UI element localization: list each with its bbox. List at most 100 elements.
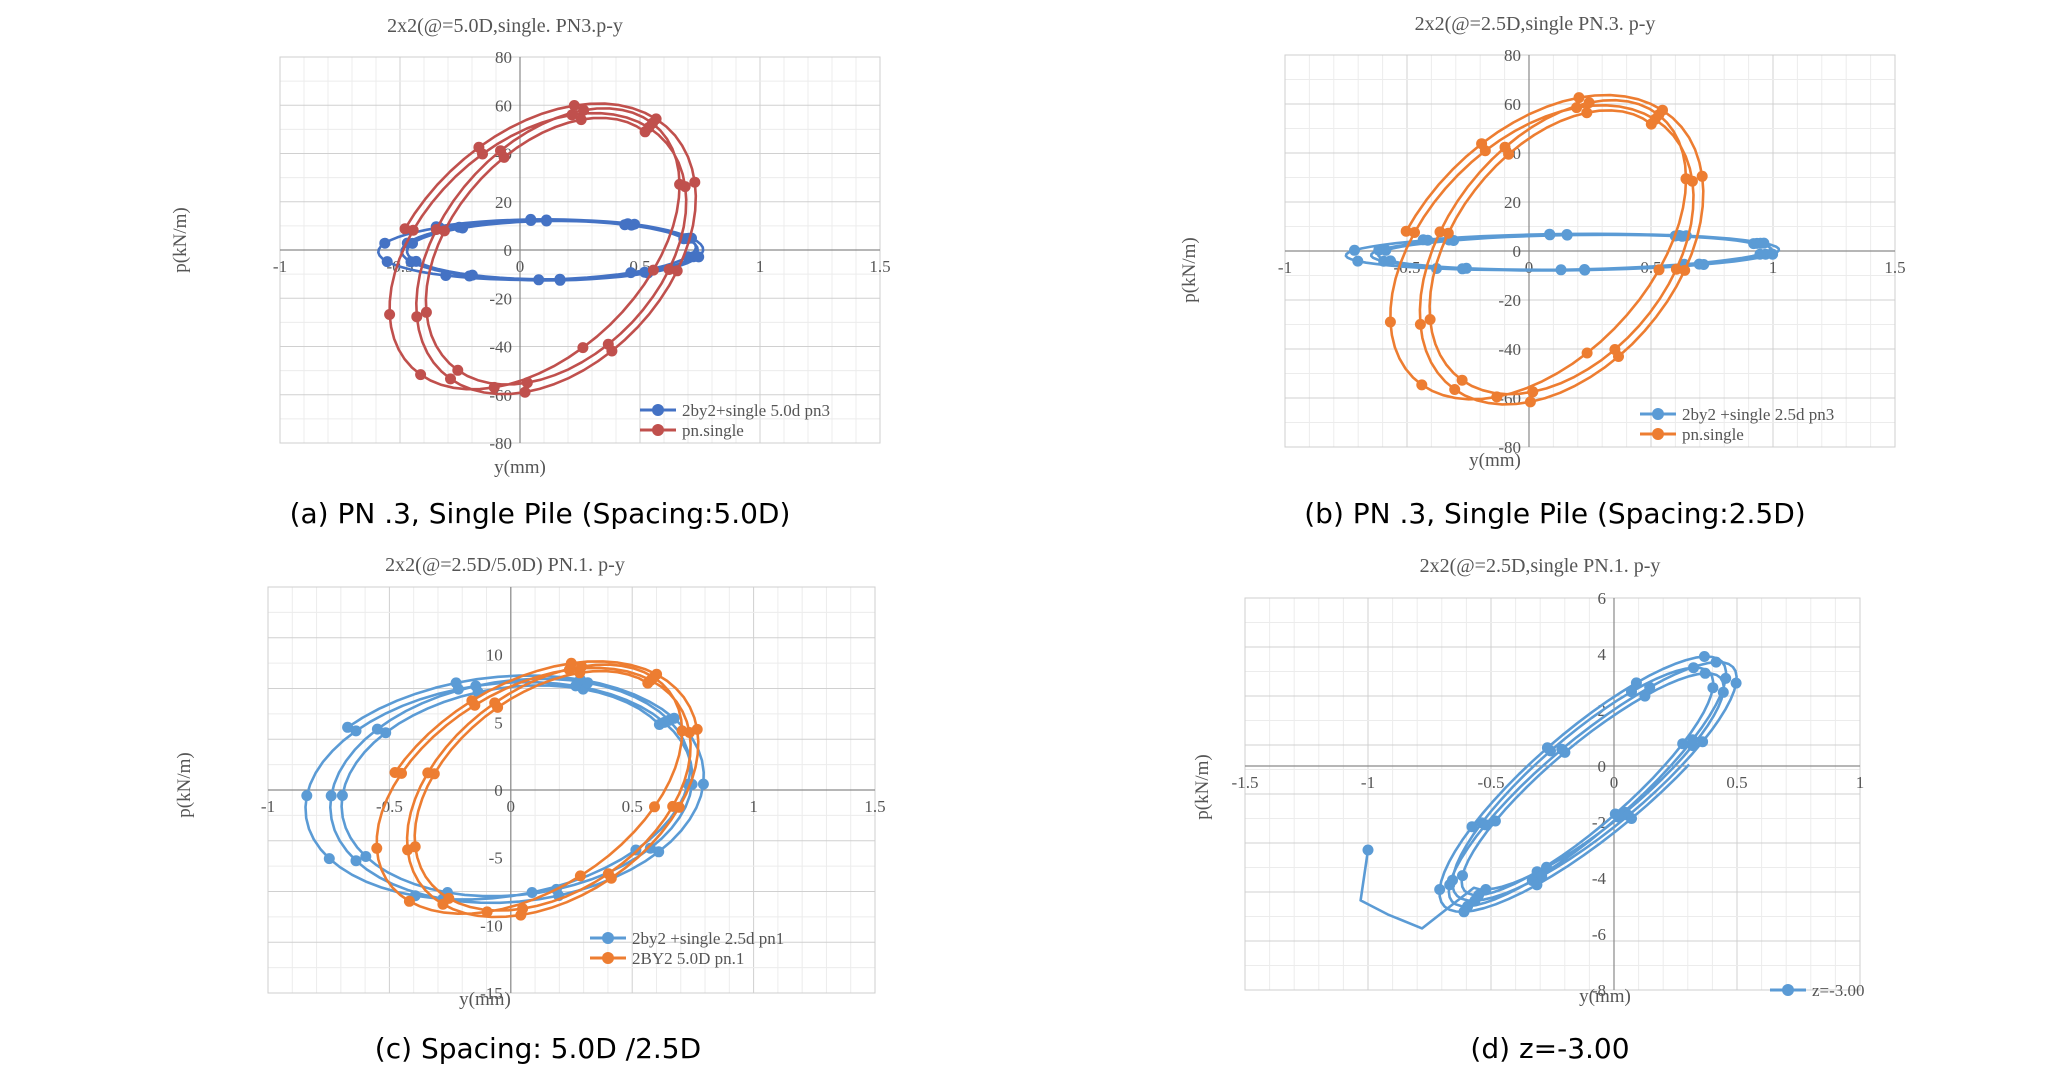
x-tick-label: 0.5 [622,797,643,816]
x-tick-label: 1 [1769,258,1778,277]
data-point [663,264,675,275]
data-point [1699,667,1711,679]
x-tick-label: 1.5 [1884,258,1905,277]
data-point [1349,244,1360,256]
data-point [405,256,417,268]
y-tick-label: 6 [1598,589,1607,608]
data-point [526,887,538,898]
x-tick-label: 0 [516,257,525,276]
data-point [1362,844,1374,856]
panel-caption: (b) PN .3, Single Pile (Spacing:2.5D) [1304,497,1805,530]
data-point [1414,318,1426,330]
data-point [653,846,665,858]
data-point [568,100,580,111]
data-point [350,725,362,737]
data-point [1626,813,1637,824]
data-point [554,274,566,286]
data-point [1754,248,1766,260]
data-point [1571,102,1583,114]
data-point [1653,264,1665,276]
data-point [325,790,337,802]
chart-title: 2x2(@=2.5D,single PN.3. p-y [1415,13,1656,35]
series-1 [1359,651,1742,930]
data-point [1688,662,1699,674]
data-point [1657,104,1668,116]
data-point [1679,264,1691,276]
data-point [445,373,456,385]
data-point [1378,255,1390,267]
data-point [671,265,683,277]
data-point [466,695,478,707]
legend-marker [652,424,664,436]
data-point [575,114,587,126]
x-tick-label: 1.5 [864,797,885,816]
data-point [625,267,637,279]
data-point [463,270,475,282]
series-2 [371,657,703,921]
y-tick-label: -10 [480,916,503,935]
data-point [689,176,701,188]
panel-caption: (a) PN .3, Single Pile (Spacing:5.0D) [290,497,791,530]
data-point [380,727,392,739]
data-point [606,345,618,357]
chart-title: 2x2(@=5.0D,single. PN3.p-y [387,15,623,37]
data-point [1630,677,1642,689]
data-point [1613,351,1624,362]
data-point [384,309,396,320]
data-point [1541,861,1552,873]
data-point [1456,374,1468,386]
data-point [533,274,545,286]
legend-label: 2by2 +single 2.5d pn3 [1682,405,1834,424]
legend-marker [602,952,614,964]
y-tick-label: 0 [494,781,503,800]
data-point [521,377,533,389]
x-tick-label: -1 [261,797,275,816]
data-point [693,251,705,263]
data-point [676,725,688,737]
data-point [336,790,348,801]
data-point [565,657,577,669]
data-point [644,842,656,854]
data-point [674,178,686,190]
y-tick-label: 80 [1504,46,1521,65]
data-point [1758,237,1770,249]
legend-label: pn.single [1682,425,1744,444]
x-tick-label: 0 [507,797,516,816]
data-point [1639,690,1651,702]
y-axis-title: p(kN/m) [170,207,191,272]
data-point [1444,879,1456,891]
data-point [1352,255,1364,267]
data-point [1579,264,1591,276]
y-tick-label: -40 [1498,340,1521,359]
data-point [1644,681,1656,693]
data-point [301,790,313,802]
data-point [1626,686,1637,698]
data-point [1373,244,1385,256]
data-point [350,855,362,867]
x-tick-label: 0 [1525,258,1534,277]
data-point [381,256,393,268]
y-tick-label: -5 [489,849,503,868]
series-1 [301,674,709,905]
data-point [389,767,401,778]
panel-caption: (d) z=-3.00 [1470,1032,1629,1065]
y-axis-title: p(kN/m) [174,752,195,817]
data-point [1707,682,1719,694]
plot-area [1244,597,1861,991]
chart-title: 2x2(@=2.5D,single PN.1. p-y [1420,555,1661,577]
data-point [540,214,552,226]
legend-marker [602,932,614,944]
data-point [453,221,465,233]
y-tick-label: -20 [1498,291,1521,310]
data-point [402,844,414,856]
data-point [1581,107,1593,119]
legend-label: z=-3.00 [1812,981,1865,1000]
data-point [1697,736,1709,748]
data-point [1424,314,1436,325]
data-point [422,767,434,779]
data-point [1499,141,1511,153]
